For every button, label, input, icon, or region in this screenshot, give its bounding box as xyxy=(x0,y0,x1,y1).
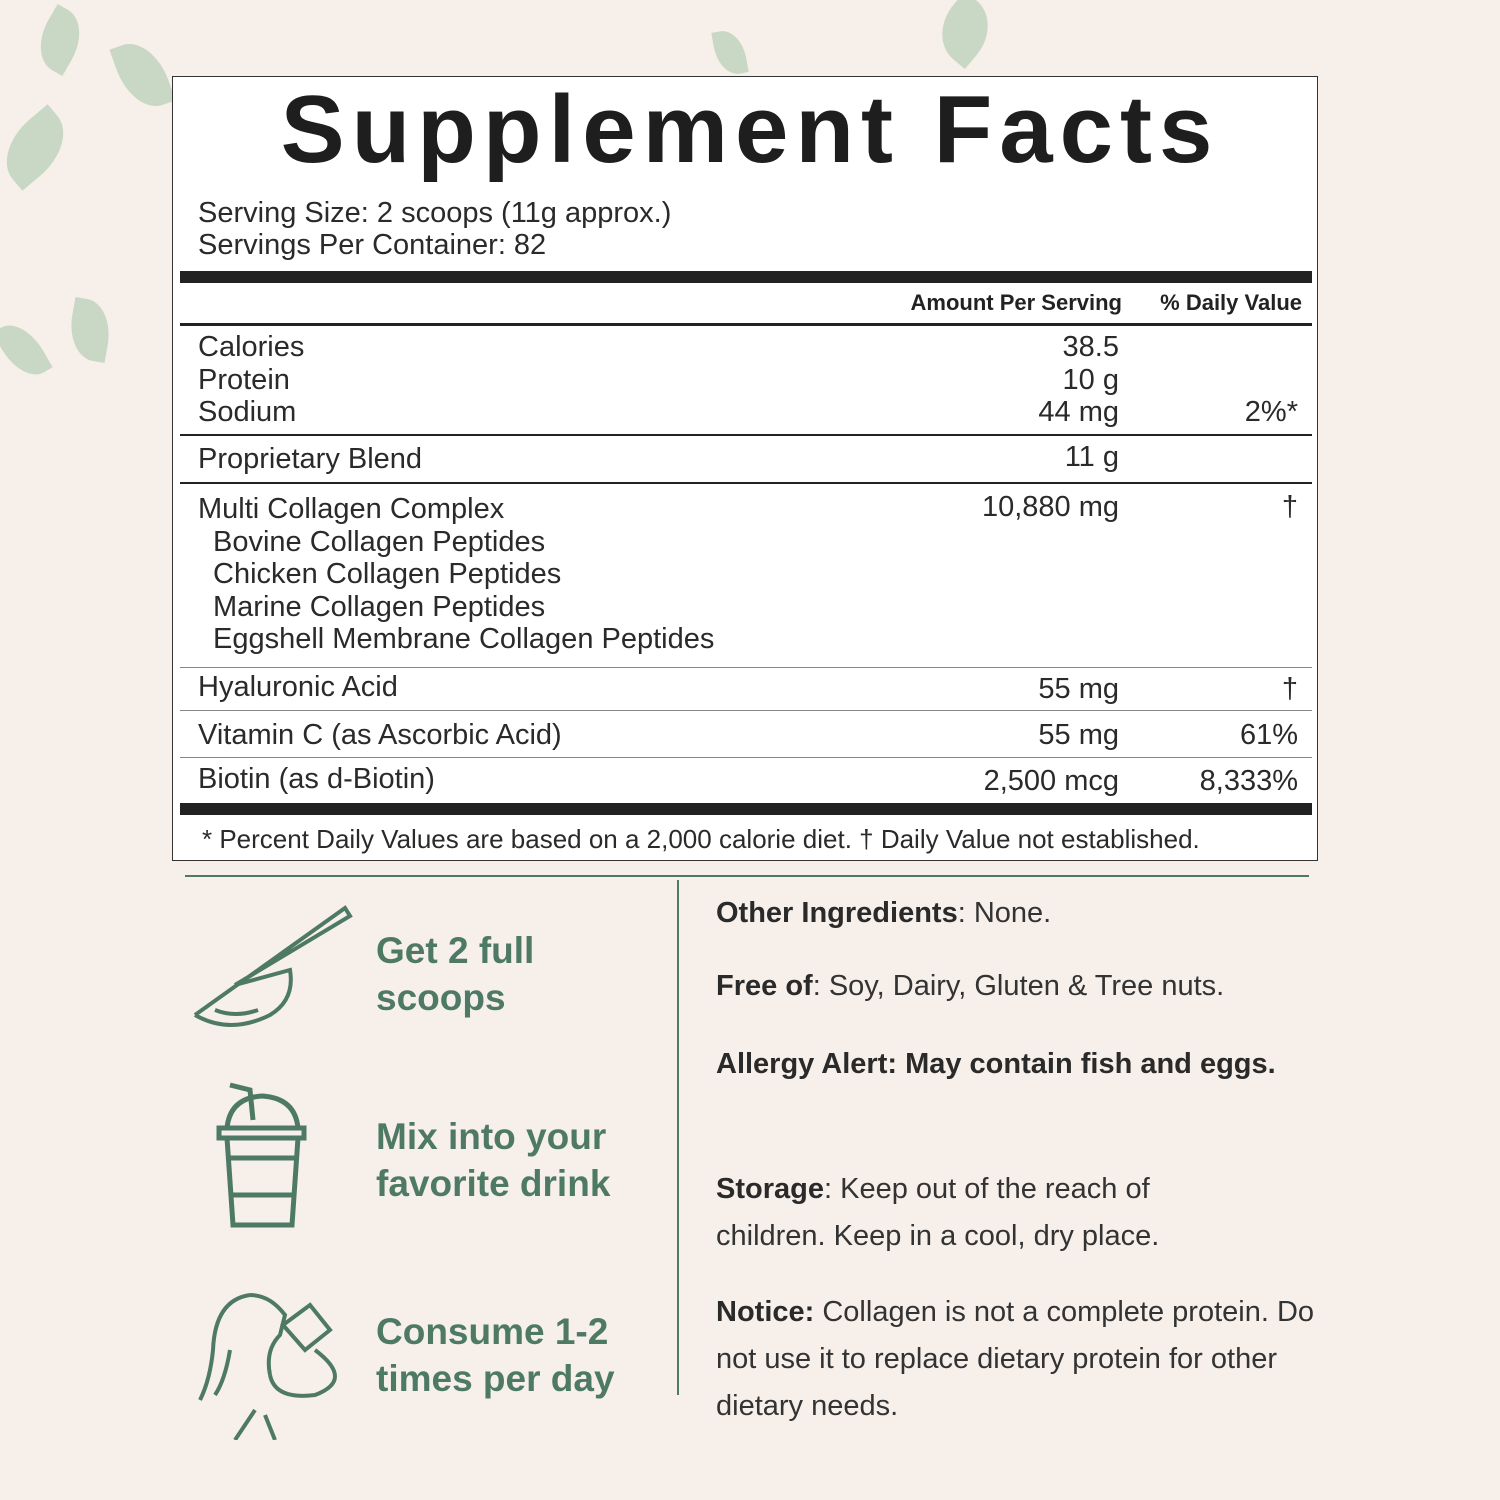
step-text: Consume 1-2 times per day xyxy=(376,1311,615,1399)
nutrient-label: Biotin (as d-Biotin) xyxy=(198,763,435,795)
footnote: * Percent Daily Values are based on a 2,… xyxy=(202,824,1200,854)
serving-size: Serving Size: 2 scoops (11g approx.) xyxy=(198,197,672,229)
nutrient-label: Calories xyxy=(198,331,305,363)
servings-per-container: Servings Per Container: 82 xyxy=(198,229,547,261)
nutrient-dv: † xyxy=(1281,673,1298,705)
nutrient-dv: † xyxy=(1281,491,1298,523)
header-amount: Amount Per Serving xyxy=(910,290,1122,315)
leaf-decoration xyxy=(65,296,115,364)
leaf-decoration xyxy=(926,0,1004,70)
nutrient-label: Proprietary Blend xyxy=(198,443,423,475)
storage: Storage: Keep out of the reach of childr… xyxy=(716,1173,1160,1252)
nutrient-amount: 44 mg xyxy=(1038,396,1119,428)
leaf-decoration xyxy=(0,315,53,385)
nutrient-amount: 55 mg xyxy=(1038,673,1119,705)
nutrient-amount: 10 g xyxy=(1062,364,1119,396)
nutrient-label: Vitamin C (as Ascorbic Acid) xyxy=(198,719,562,751)
scoop-icon xyxy=(193,905,353,1027)
nutrient-amount: 11 g xyxy=(1064,441,1119,473)
step-text: Get 2 full scoops xyxy=(376,930,535,1018)
other-ingredients: Other Ingredients: None. xyxy=(716,897,1052,929)
facts-title: Supplement Facts xyxy=(280,76,1220,183)
divider xyxy=(180,323,1312,326)
divider xyxy=(180,667,1312,668)
supplement-facts-panel xyxy=(172,76,1318,861)
header-daily-value: % Daily Value xyxy=(1160,290,1302,315)
sub-ingredient: Marine Collagen Peptides xyxy=(213,591,546,623)
step-text: Mix into your favorite drink xyxy=(376,1116,611,1204)
notice: Notice: Collagen is not a complete prote… xyxy=(716,1296,1315,1422)
nutrient-label: Sodium xyxy=(198,396,297,428)
sub-ingredient: Chicken Collagen Peptides xyxy=(213,558,562,590)
drink-cup-icon xyxy=(216,1082,307,1228)
divider xyxy=(180,757,1312,758)
nutrient-amount: 10,880 mg xyxy=(981,491,1119,523)
nutrient-label: Hyaluronic Acid xyxy=(198,671,398,703)
free-of: Free of: Soy, Dairy, Gluten & Tree nuts. xyxy=(716,970,1225,1002)
column-divider xyxy=(677,880,679,1395)
leaf-decoration xyxy=(711,27,749,78)
nutrient-dv: 2%* xyxy=(1244,396,1298,428)
divider-thick xyxy=(180,803,1312,815)
divider-thick xyxy=(180,271,1312,283)
nutrient-amount: 2,500 mcg xyxy=(983,765,1119,797)
sub-ingredient: Bovine Collagen Peptides xyxy=(213,526,546,558)
nutrient-label: Multi Collagen Complex xyxy=(198,493,505,525)
sub-ingredient: Eggshell Membrane Collagen Peptides xyxy=(213,623,715,655)
divider xyxy=(180,482,1312,484)
nutrient-amount: 55 mg xyxy=(1038,719,1119,751)
divider xyxy=(180,434,1312,436)
section-divider xyxy=(185,875,1309,877)
nutrient-amount: 38.5 xyxy=(1062,331,1119,363)
leaf-decoration xyxy=(27,4,93,76)
allergy-alert: Allergy Alert: May contain fish and eggs… xyxy=(716,1048,1276,1080)
nutrient-label: Protein xyxy=(198,364,290,396)
nutrient-dv: 8,333% xyxy=(1199,765,1298,797)
nutrient-dv: 61% xyxy=(1239,719,1298,751)
person-drinking-icon xyxy=(198,1293,337,1440)
divider xyxy=(180,710,1312,711)
